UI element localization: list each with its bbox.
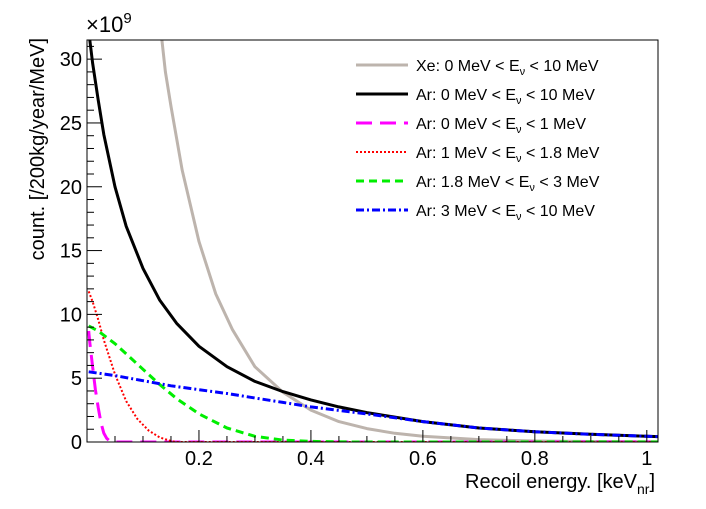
legend-label-3: Ar: 1 MeV < Eν < 1.8 MeV (416, 145, 600, 165)
y-tick-label: 0 (71, 432, 82, 454)
series-line-2 (87, 330, 658, 442)
x-tick-label: 0.4 (297, 448, 325, 470)
legend-label-2: Ar: 0 MeV < Eν < 1 MeV (416, 116, 586, 136)
x-tick-label: 1 (641, 448, 652, 470)
y-tick-label: 15 (60, 241, 82, 263)
x-tick-label: 0.8 (521, 448, 549, 470)
legend-label-0: Xe: 0 MeV < Eν < 10 MeV (416, 58, 599, 78)
x-tick-label: 0.6 (409, 448, 437, 470)
legend-label-4: Ar: 1.8 MeV < Eν < 3 MeV (416, 174, 600, 194)
y-tick-label: 20 (60, 177, 82, 199)
y-axis-title: count. [/200kg/year/MeV] (27, 38, 49, 260)
y-tick-label: 30 (60, 49, 82, 71)
legend-label-5: Ar: 3 MeV < Eν < 10 MeV (416, 203, 595, 223)
legend: Xe: 0 MeV < Eν < 10 MeV Ar: 0 MeV < Eν < … (356, 58, 600, 223)
x-axis-title: Recoil energy. [keVnr] (465, 471, 655, 497)
series-line-3 (87, 291, 658, 442)
series-line-5 (88, 370, 658, 439)
x-tick-label: 0.2 (185, 448, 213, 470)
y-exponent-label: ×109 (86, 10, 132, 37)
y-tick-label: 5 (71, 368, 82, 390)
legend-label-1: Ar: 0 MeV < Eν < 10 MeV (416, 87, 595, 107)
plot-frame (86, 39, 659, 443)
y-tick-label: 25 (60, 113, 82, 135)
y-tick-label: 10 (60, 304, 82, 326)
